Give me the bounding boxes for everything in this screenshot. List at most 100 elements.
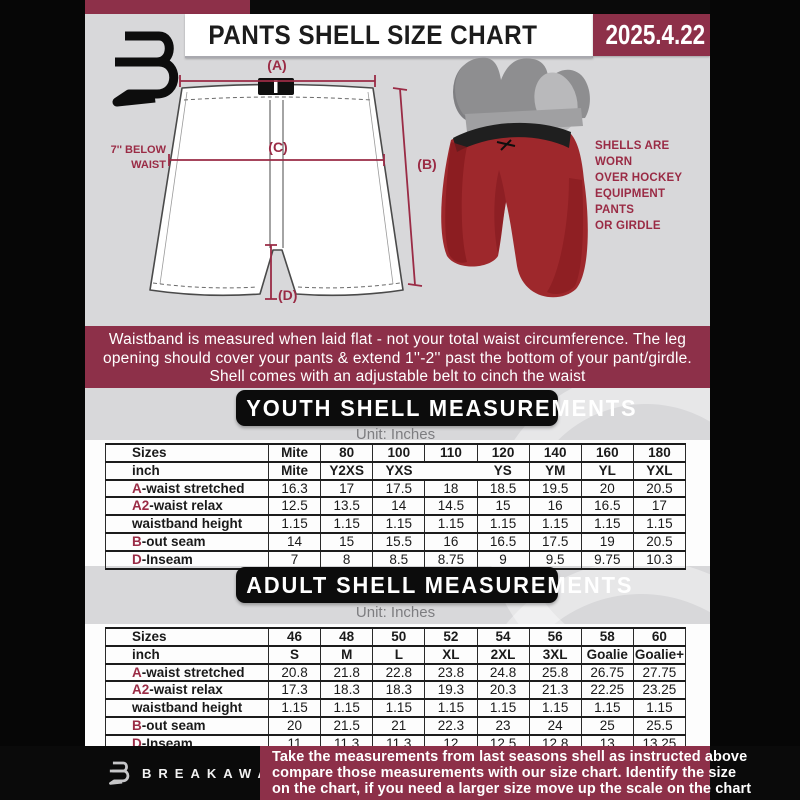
table-cell: 18.3: [372, 680, 426, 701]
table-cell: 1.15: [528, 698, 582, 718]
table-cell: 1.15: [580, 514, 634, 534]
row-label: Sizes: [105, 627, 269, 647]
table-cell: 1.15: [424, 698, 478, 718]
table-cell: 1.15: [320, 698, 374, 718]
table-cell: 58: [580, 627, 634, 647]
table-cell: [424, 460, 477, 481]
table-row: Sizes Mite 80 100 110 120 140 160 180: [105, 443, 687, 463]
dim-label-a: (A): [267, 57, 286, 73]
table-cell: 1.15: [424, 514, 478, 534]
table-row: waistband height 1.15 1.15 1.15 1.15 1.15 1.15…: [105, 698, 687, 718]
table-cell: 18.5: [476, 478, 530, 499]
table-cell: 20.5: [632, 531, 687, 552]
table-cell: 16.3: [267, 478, 322, 499]
table-cell: 27.75: [632, 662, 687, 683]
table-cell: 11: [267, 733, 322, 746]
table-cell: 80: [320, 443, 374, 463]
table-cell: 52: [424, 627, 478, 647]
table-cell: L: [372, 644, 426, 665]
table-cell: 3XL: [528, 644, 582, 665]
table-cell: YL: [580, 460, 634, 481]
table-row: inch S M L XL 2XL 3XL Goalie Goalie+: [105, 644, 687, 665]
table-cell: Goalie+: [632, 644, 687, 665]
text-line: OR GIRDLE: [595, 220, 661, 232]
table-row: Sizes 46 48 50 52 54 56 58 60: [105, 627, 687, 647]
table-cell: 22.25: [580, 680, 634, 701]
table-cell: 15.5: [372, 531, 426, 552]
table-cell: 16.5: [476, 531, 530, 552]
text-line: SHELLS ARE WORN: [595, 140, 670, 168]
table-cell: 1.15: [632, 514, 687, 534]
shell-measurement-diagram: (A) (B) (C) (D) 7'' BELOW WAIST: [111, 57, 437, 303]
footer-instructions: Take the measurements from last seasons …: [260, 746, 752, 800]
table-cell: 24.8: [476, 662, 530, 683]
table-row: B-out seam 14 15 15.5 16 16.5 17.5 19 20.5: [105, 531, 687, 552]
table-cell: 1.15: [372, 514, 426, 534]
table-cell: Mite: [267, 443, 322, 463]
table-cell: 20: [580, 478, 634, 499]
table-cell: 16: [424, 531, 478, 552]
footer-bar: BREAKAWAY Take the measurements from las…: [0, 746, 800, 800]
row-label: waistband height: [105, 698, 269, 718]
text-line: on the chart, if you need a larger size …: [272, 781, 752, 797]
table-cell: 1.15: [580, 698, 634, 718]
breakaway-logo-icon: [109, 761, 130, 785]
table-cell: 19: [580, 531, 634, 552]
table-cell: 17.5: [372, 478, 426, 499]
dim-label-d: (D): [278, 287, 297, 303]
table-cell: 11.3: [372, 733, 426, 746]
waistband-info-banner: Waistband is measured when laid flat - n…: [85, 326, 710, 388]
table-cell: 25: [580, 715, 634, 736]
row-label: A-waist stretched: [105, 478, 269, 499]
table-cell: 16: [528, 496, 582, 517]
shorts-outline: [149, 83, 404, 297]
row-label: waistband height: [105, 514, 269, 534]
table-cell: 12: [424, 733, 478, 746]
table-cell: YXL: [632, 460, 687, 481]
row-label-prefix: A: [132, 480, 142, 496]
shells-worn-note: SHELLS ARE WORN OVER HOCKEY EQUIPMENT PANT…: [595, 138, 707, 234]
table-cell: 14.5: [424, 496, 478, 517]
top-strip-maroon-segment: [85, 0, 250, 14]
adult-section-title: ADULT SHELL MEASUREMENTS: [246, 572, 634, 598]
table-cell: 23.8: [424, 662, 478, 683]
text-line: Shell comes with an adjustable belt to c…: [209, 368, 586, 385]
text-line: opening should cover your pants & extend…: [103, 349, 692, 367]
table-cell: 15: [320, 531, 374, 552]
table-cell: 50: [372, 627, 426, 647]
table-row: B-out seam 20 21.5 21 22.3 23 24 25 25.5: [105, 715, 687, 736]
row-label-prefix: D: [132, 735, 142, 746]
table-cell: 1.15: [267, 514, 322, 534]
row-label-prefix: B: [132, 533, 142, 549]
youth-section-title: YOUTH SHELL MEASUREMENTS: [246, 395, 638, 421]
table-cell: M: [320, 644, 374, 665]
footer-brand-name: BREAKAWAY: [142, 766, 289, 781]
youth-unit-label: Unit: Inches: [355, 426, 436, 443]
row-label-prefix: A: [132, 664, 142, 680]
table-cell: 160: [580, 443, 634, 463]
table-cell: YS: [476, 460, 530, 481]
table-cell: 1.15: [320, 514, 374, 534]
table-cell: 22.8: [372, 662, 426, 683]
dim-label-b: (B): [417, 156, 436, 172]
row-label: A2-waist relax: [105, 680, 269, 701]
row-label: B-out seam: [105, 531, 269, 552]
table-cell: 12.8: [528, 733, 582, 746]
table-row: A-waist stretched 16.3 17 17.5 18 18.5 19.5 20 2…: [105, 478, 687, 499]
table-cell: 18.3: [320, 680, 374, 701]
table-cell: 16.5: [580, 496, 634, 517]
table-cell: 12.5: [267, 496, 322, 517]
table-cell: 19.5: [528, 478, 582, 499]
text-line: OVER HOCKEY: [595, 172, 683, 184]
table-cell: Goalie: [580, 644, 634, 665]
table-cell: 14: [372, 496, 426, 517]
breakaway-logo-icon: [112, 31, 179, 107]
table-cell: 13: [580, 733, 634, 746]
table-cell: 9: [476, 549, 530, 570]
table-cell: 46: [267, 627, 322, 647]
below-waist-note-line1: 7'' BELOW: [111, 144, 167, 156]
table-row: D-Inseam 11 11.3 11.3 12 12.5 12.8 13 13.25: [105, 733, 687, 746]
table-cell: 54: [476, 627, 530, 647]
table-cell: 60: [632, 627, 687, 647]
row-label: D-Inseam: [105, 549, 269, 570]
